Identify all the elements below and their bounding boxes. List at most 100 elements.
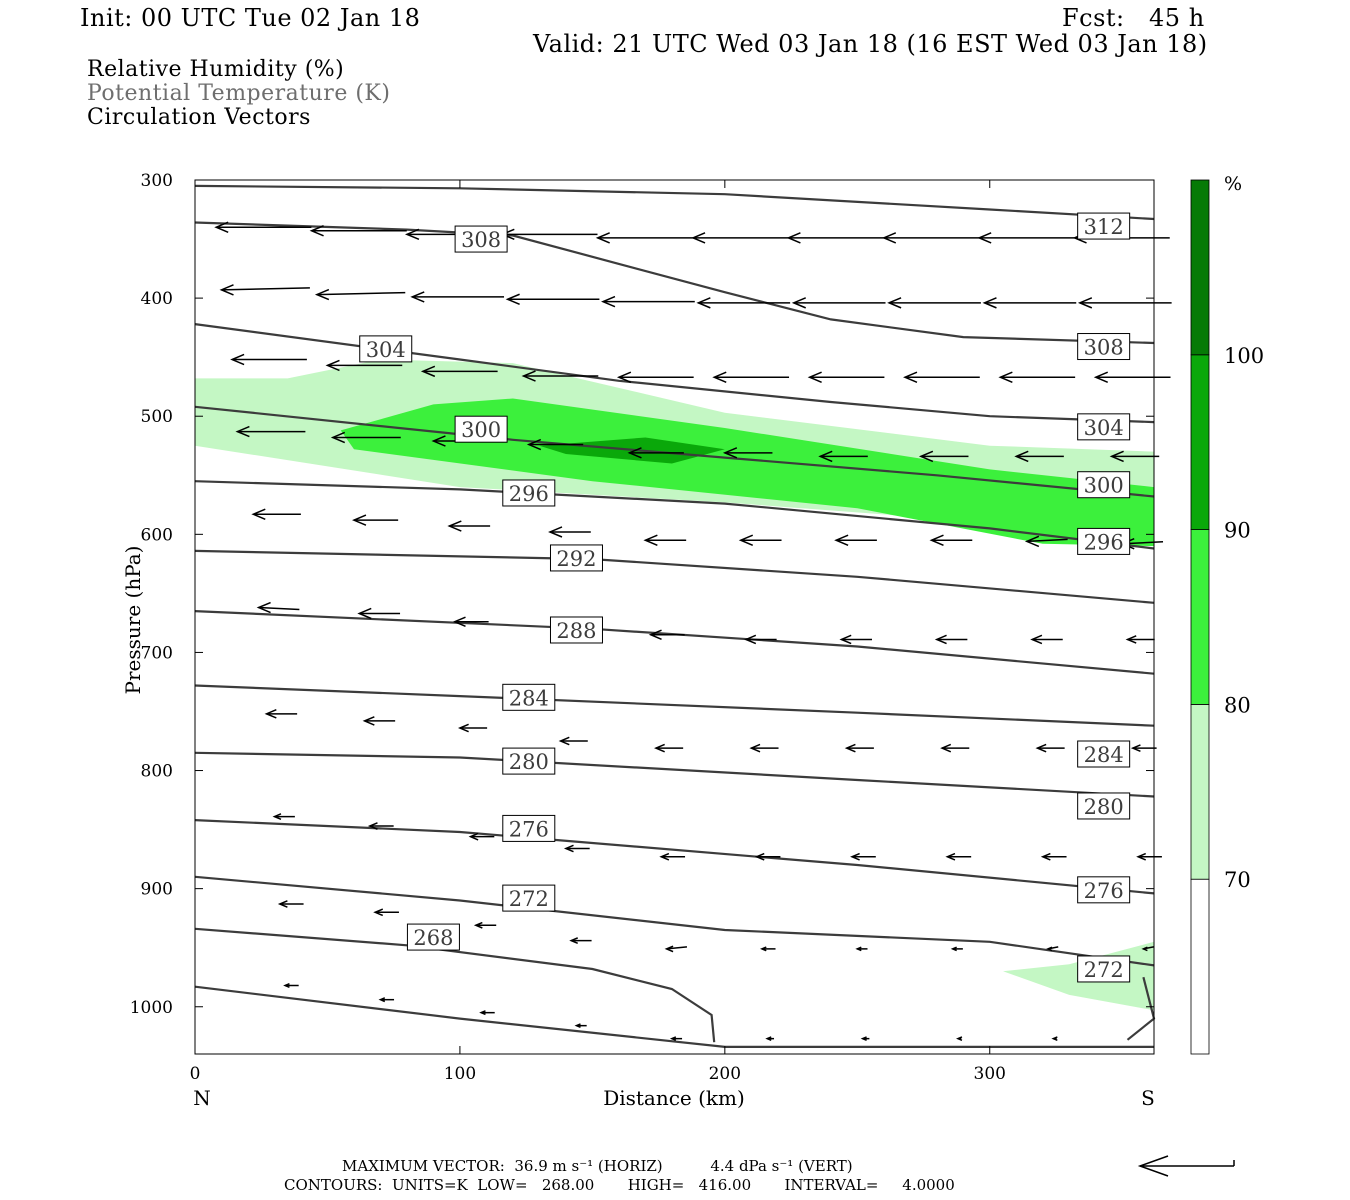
vector-shaft [258,606,300,611]
circulation-vector [818,450,868,463]
theta-contour-276 [194,819,1155,895]
vector-head [929,534,944,546]
contour-label-text: 272 [1084,958,1124,982]
contour-label-box [502,683,556,711]
y-tick-label: 700 [141,643,173,663]
contour-label-box [359,335,413,363]
vector-head [648,629,662,640]
y-tick-label: 600 [141,525,173,545]
circulation-vectors [214,221,1172,1042]
plot-frame [194,179,1155,1055]
circulation-vector [1040,852,1067,861]
contour-label-296: 296 [1077,527,1131,555]
vector-head [595,232,610,244]
theta-contour-300 [194,405,1155,498]
vector-head [1077,297,1093,309]
circulation-vector [251,508,301,520]
y-tick-label: 400 [141,289,173,309]
colorbar-segment [1190,354,1210,530]
circulation-vector [643,534,687,546]
circulation-vector [479,1010,495,1016]
vector-head [309,225,324,237]
contour-label-272: 272 [502,884,556,912]
circulation-vector [526,438,584,451]
circulation-vector [982,297,1077,309]
theta-contour-304 [194,323,1155,424]
contour-info: CONTOURS: UNITS=K LOW= 268.00 HIGH= 416.… [284,1176,955,1194]
contour-label-text: 312 [1084,215,1124,239]
vector-head [420,365,436,378]
contour-label-box [502,747,556,775]
circulation-vector [749,743,779,753]
y-tick-label: 1000 [130,998,173,1018]
vector-head [447,520,462,532]
reference-vector-head [1137,1155,1169,1177]
vector-head [373,908,384,917]
circulation-vector [844,743,874,753]
vector-head [558,736,570,746]
colorbar-segment [1190,179,1210,356]
circulation-vector [452,616,489,627]
vector-head [378,997,386,1003]
vector-head [1136,852,1147,861]
south-label: S [1141,1086,1155,1110]
circulation-vector [595,232,693,244]
contour-label-text: 296 [509,482,549,506]
y-tick-label: 500 [141,407,173,427]
vector-head [410,291,425,303]
vector-shaft [221,287,310,291]
colorbar-segment [1190,704,1210,880]
vector-head [1130,744,1141,752]
theta-contour-284 [194,684,1155,727]
circulation-vector [791,297,886,309]
contour-label-text: 280 [509,750,549,774]
contour-label-text: 300 [461,418,501,442]
vector-head [404,228,420,241]
contour-label-text: 304 [1084,416,1124,440]
vector-head [574,1023,581,1029]
contour-label-box [1077,876,1131,904]
vector-head [738,534,754,546]
circulation-vector [722,447,773,459]
vector-head [283,982,290,989]
circulation-vector [754,852,781,861]
contour-label-box [502,884,556,912]
vector-head [860,1036,867,1042]
contour-label-text: 280 [1084,795,1124,819]
legend-circulation-vectors: Circulation Vectors [87,105,311,130]
vector-head [1125,635,1137,644]
contour-label-312: 312 [1077,212,1131,240]
contour-label-box [502,814,556,842]
vector-head [521,370,536,382]
contour-label-box [549,616,603,644]
contour-label-292: 292 [549,544,603,572]
vector-head [479,1010,486,1016]
circulation-vector [563,844,590,853]
vector-head [601,295,616,308]
legend-relative-humidity: Relative Humidity (%) [87,57,345,82]
contour-label-box [502,479,556,507]
vector-head [881,232,897,244]
vector-head [325,359,340,372]
circulation-vector [807,371,885,383]
vector-head [1046,946,1053,952]
colorbar-segment [1190,878,1210,1055]
circulation-vector [378,997,395,1003]
colorbar-tick-label: 80 [1224,693,1251,717]
circulation-vector [420,365,498,378]
circulation-vector [669,1036,683,1042]
contour-label-304: 304 [1077,413,1131,441]
theta-contour-288 [194,610,1155,675]
vector-head [431,435,446,447]
x-axis-label: Distance (km) [603,1086,745,1110]
theta-contour-292 [194,549,1155,604]
contour-label-284: 284 [502,683,556,711]
circulation-vector [277,900,304,908]
theta-contours [194,184,1156,1049]
vector-head [1014,450,1029,463]
contour-label-box [406,923,460,951]
vector-head [627,447,642,459]
theta-contour-312 [194,184,1155,221]
circulation-vector [759,946,776,952]
circulation-vector [1030,634,1063,645]
